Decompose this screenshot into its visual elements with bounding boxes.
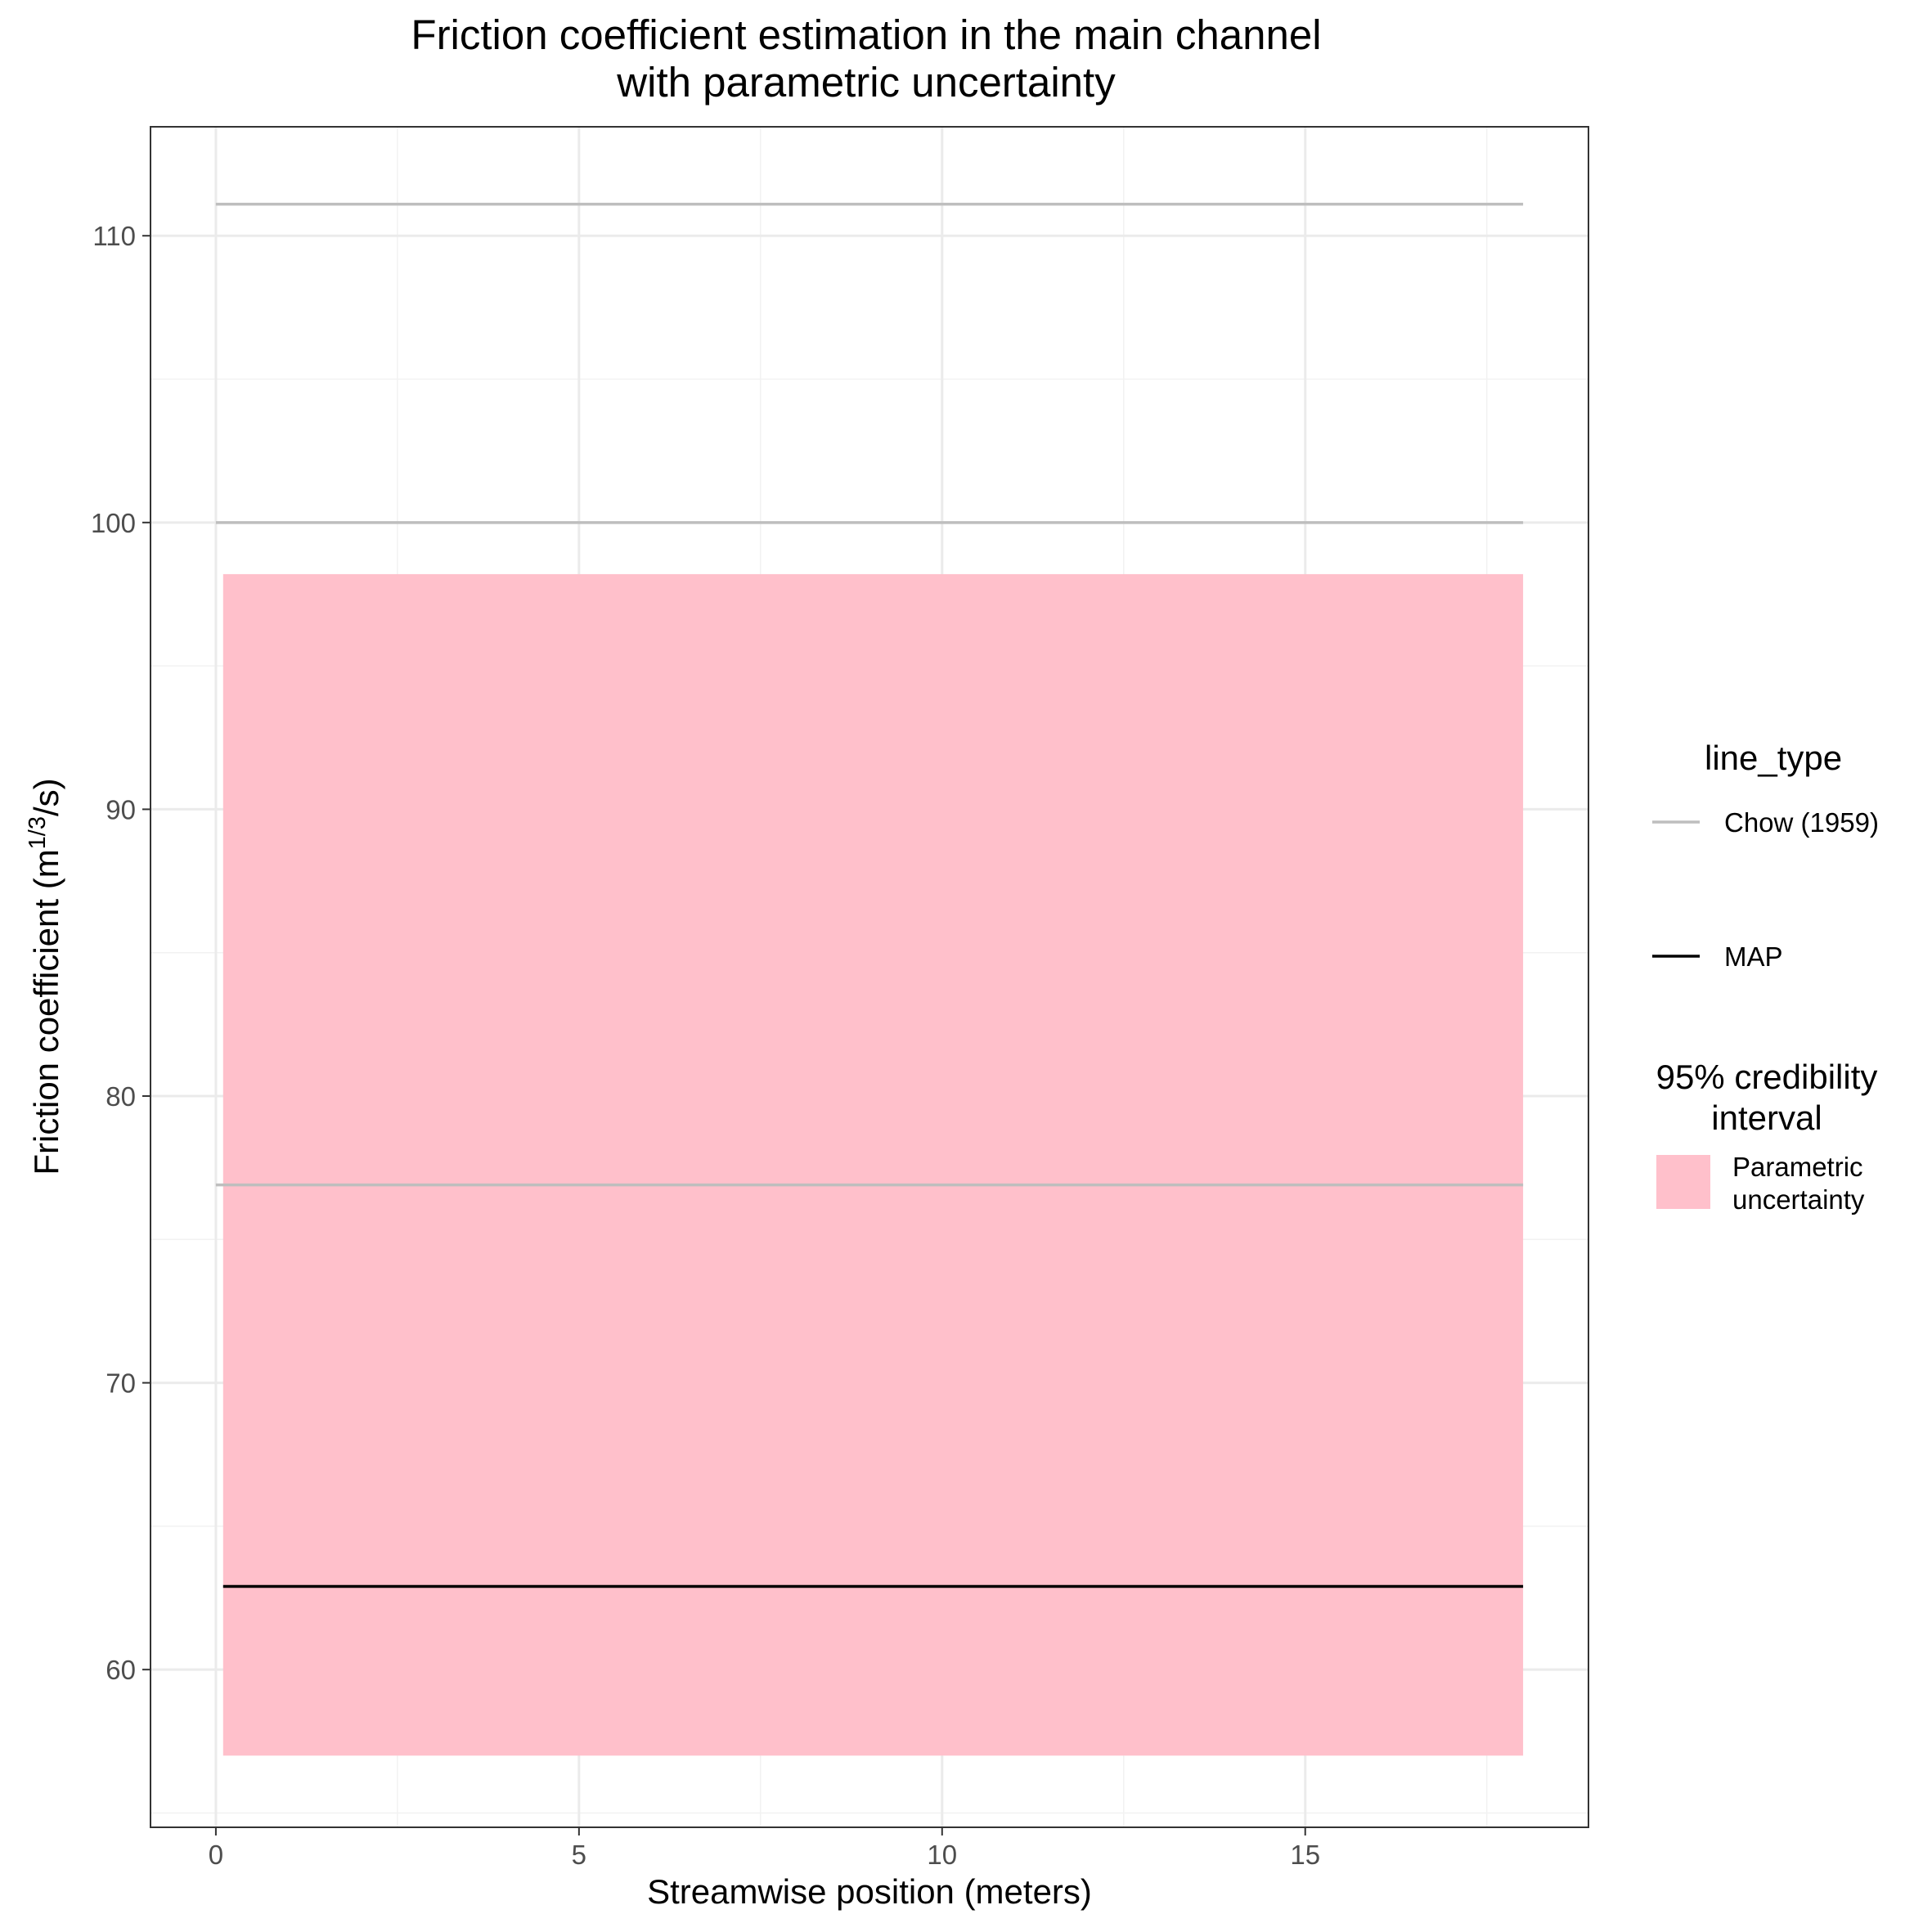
legend-fill-title-line1: 95% credibility: [1656, 1058, 1878, 1096]
legend-label-chow: Chow (1959): [1724, 807, 1879, 838]
legend-line-type: line_type Chow (1959) MAP: [1652, 739, 1879, 972]
y-tick-label: 70: [106, 1368, 136, 1399]
legend-label-map: MAP: [1724, 941, 1783, 972]
plot-border: [150, 126, 1589, 1828]
legend-credibility-interval: 95% credibility interval Parametric unce…: [1656, 1058, 1878, 1215]
legend-key-parametric-uncertainty: [1656, 1155, 1710, 1209]
legend-label-uncertainty: uncertainty: [1732, 1184, 1865, 1215]
x-tick-label: 0: [209, 1840, 223, 1870]
ribbon-layer: [222, 573, 1524, 1756]
y-tick-label: 90: [106, 794, 136, 824]
y-axis-ticks: 60 70 80 90 100 110: [91, 221, 151, 1685]
series-lines: [215, 202, 1524, 1588]
y-axis-title-main: Friction coefficient (m: [27, 849, 65, 1175]
x-axis-title: Streamwise position (meters): [647, 1872, 1092, 1911]
credibility-interval-ribbon: [222, 573, 1524, 1756]
y-axis-title: Friction coefficient (m1/3/s): [25, 778, 65, 1175]
y-tick-label: 60: [106, 1655, 136, 1685]
x-tick-label: 5: [572, 1840, 586, 1870]
y-axis-title-end: /s): [27, 778, 65, 816]
legend-line-title: line_type: [1705, 739, 1842, 777]
y-tick-label: 110: [92, 221, 136, 251]
x-tick-label: 15: [1290, 1840, 1320, 1870]
y-tick-label: 80: [106, 1081, 136, 1112]
chart-subtitle: with parametric uncertainty: [616, 59, 1116, 106]
y-tick-label: 100: [91, 508, 136, 538]
y-axis-title-superscript: 1/3: [25, 816, 51, 849]
x-tick-label: 10: [927, 1840, 957, 1870]
x-axis-ticks: 0 5 10 15: [209, 1827, 1320, 1870]
legend-fill-title-line2: interval: [1711, 1099, 1822, 1137]
legend-label-parametric: Parametric: [1732, 1152, 1863, 1182]
chart-title: Friction coefficient estimation in the m…: [411, 11, 1321, 58]
